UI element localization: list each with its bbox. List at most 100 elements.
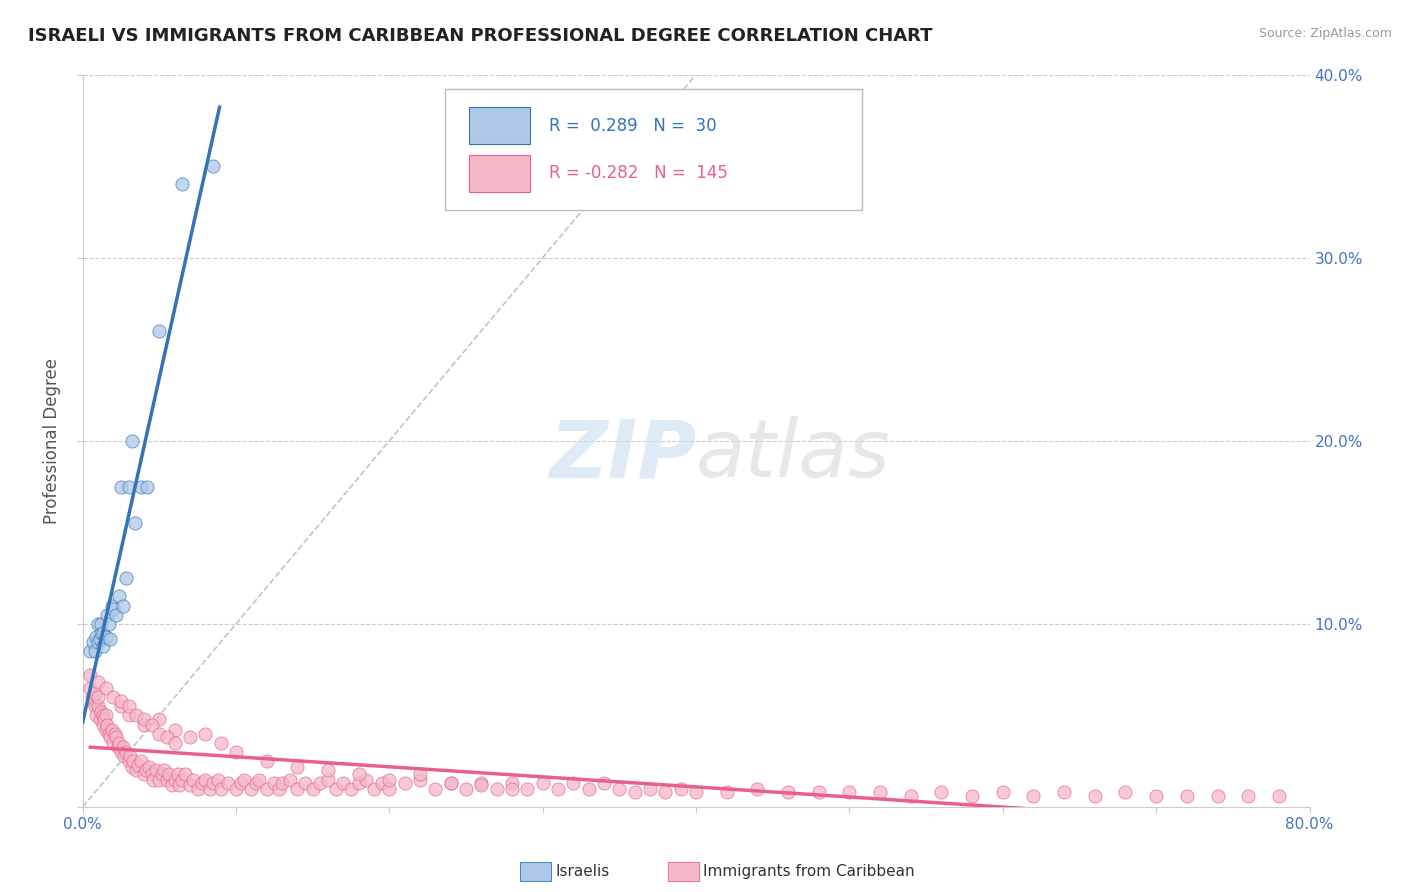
Point	[156, 772, 179, 787]
Point	[325, 781, 347, 796]
Point	[869, 785, 891, 799]
Point	[105, 731, 128, 745]
Point	[89, 632, 111, 646]
Point	[87, 675, 110, 690]
Point	[240, 781, 263, 796]
Point	[485, 781, 508, 796]
Point	[267, 781, 290, 796]
Point	[135, 764, 157, 778]
Point	[141, 767, 163, 781]
Point	[160, 778, 183, 792]
Point	[623, 785, 645, 799]
Point	[103, 736, 125, 750]
Text: Israelis: Israelis	[555, 864, 610, 879]
Point	[122, 754, 145, 768]
Point	[114, 571, 136, 585]
Point	[1268, 789, 1291, 803]
Point	[118, 479, 141, 493]
Point	[84, 699, 107, 714]
Point	[363, 781, 385, 796]
Point	[132, 712, 155, 726]
Point	[91, 708, 114, 723]
Point	[1206, 789, 1229, 803]
Point	[125, 764, 148, 778]
Point	[332, 776, 354, 790]
Point	[101, 599, 124, 613]
Point	[112, 748, 135, 763]
Point	[1053, 785, 1076, 799]
Point	[807, 785, 830, 799]
Point	[142, 772, 165, 787]
Point	[148, 727, 170, 741]
Point	[129, 479, 152, 493]
Point	[198, 781, 221, 796]
Point	[157, 767, 180, 781]
Point	[356, 772, 378, 787]
Point	[285, 760, 308, 774]
Point	[121, 434, 143, 448]
Point	[470, 778, 492, 792]
Point	[110, 745, 132, 759]
Point	[90, 705, 112, 719]
Point	[90, 616, 112, 631]
Point	[98, 731, 121, 745]
Point	[120, 748, 142, 763]
Point	[207, 772, 229, 787]
Point	[172, 772, 194, 787]
Point	[378, 781, 401, 796]
Point	[96, 717, 118, 731]
Point	[98, 632, 121, 646]
Point	[654, 785, 676, 799]
Point	[89, 712, 111, 726]
Point	[531, 776, 554, 790]
Point	[501, 776, 523, 790]
Point	[110, 479, 132, 493]
Point	[217, 776, 239, 790]
Point	[181, 772, 204, 787]
Y-axis label: Professional Degree: Professional Degree	[44, 358, 60, 524]
Text: atlas: atlas	[696, 417, 891, 494]
Point	[118, 699, 141, 714]
Point	[294, 776, 316, 790]
Point	[110, 694, 132, 708]
Point	[593, 776, 616, 790]
Point	[232, 772, 254, 787]
Point	[547, 781, 569, 796]
Point	[103, 602, 125, 616]
Point	[82, 694, 104, 708]
Text: Source: ZipAtlas.com: Source: ZipAtlas.com	[1258, 27, 1392, 40]
Text: ISRAELI VS IMMIGRANTS FROM CARIBBEAN PROFESSIONAL DEGREE CORRELATION CHART: ISRAELI VS IMMIGRANTS FROM CARIBBEAN PRO…	[28, 27, 932, 45]
Point	[108, 736, 131, 750]
Point	[93, 712, 115, 726]
Point	[1084, 789, 1107, 803]
Point	[278, 772, 301, 787]
Point	[111, 739, 134, 754]
Point	[152, 767, 174, 781]
Point	[194, 772, 217, 787]
Text: R = -0.282   N =  145: R = -0.282 N = 145	[548, 164, 728, 182]
Point	[931, 785, 953, 799]
Point	[247, 772, 270, 787]
Point	[118, 708, 141, 723]
Point	[1022, 789, 1045, 803]
Text: Immigrants from Caribbean: Immigrants from Caribbean	[703, 864, 915, 879]
Point	[94, 723, 117, 737]
Point	[94, 630, 117, 644]
Point	[454, 781, 477, 796]
Point	[79, 644, 101, 658]
Point	[409, 772, 432, 787]
Point	[104, 727, 127, 741]
Point	[440, 776, 463, 790]
Point	[172, 178, 194, 192]
Point	[638, 781, 661, 796]
Point	[148, 712, 170, 726]
Point	[91, 639, 114, 653]
Point	[148, 772, 170, 787]
Point	[145, 764, 167, 778]
Point	[394, 776, 416, 790]
FancyBboxPatch shape	[444, 89, 862, 210]
Point	[114, 745, 136, 759]
Point	[86, 630, 108, 644]
Point	[316, 764, 339, 778]
Point	[409, 767, 432, 781]
